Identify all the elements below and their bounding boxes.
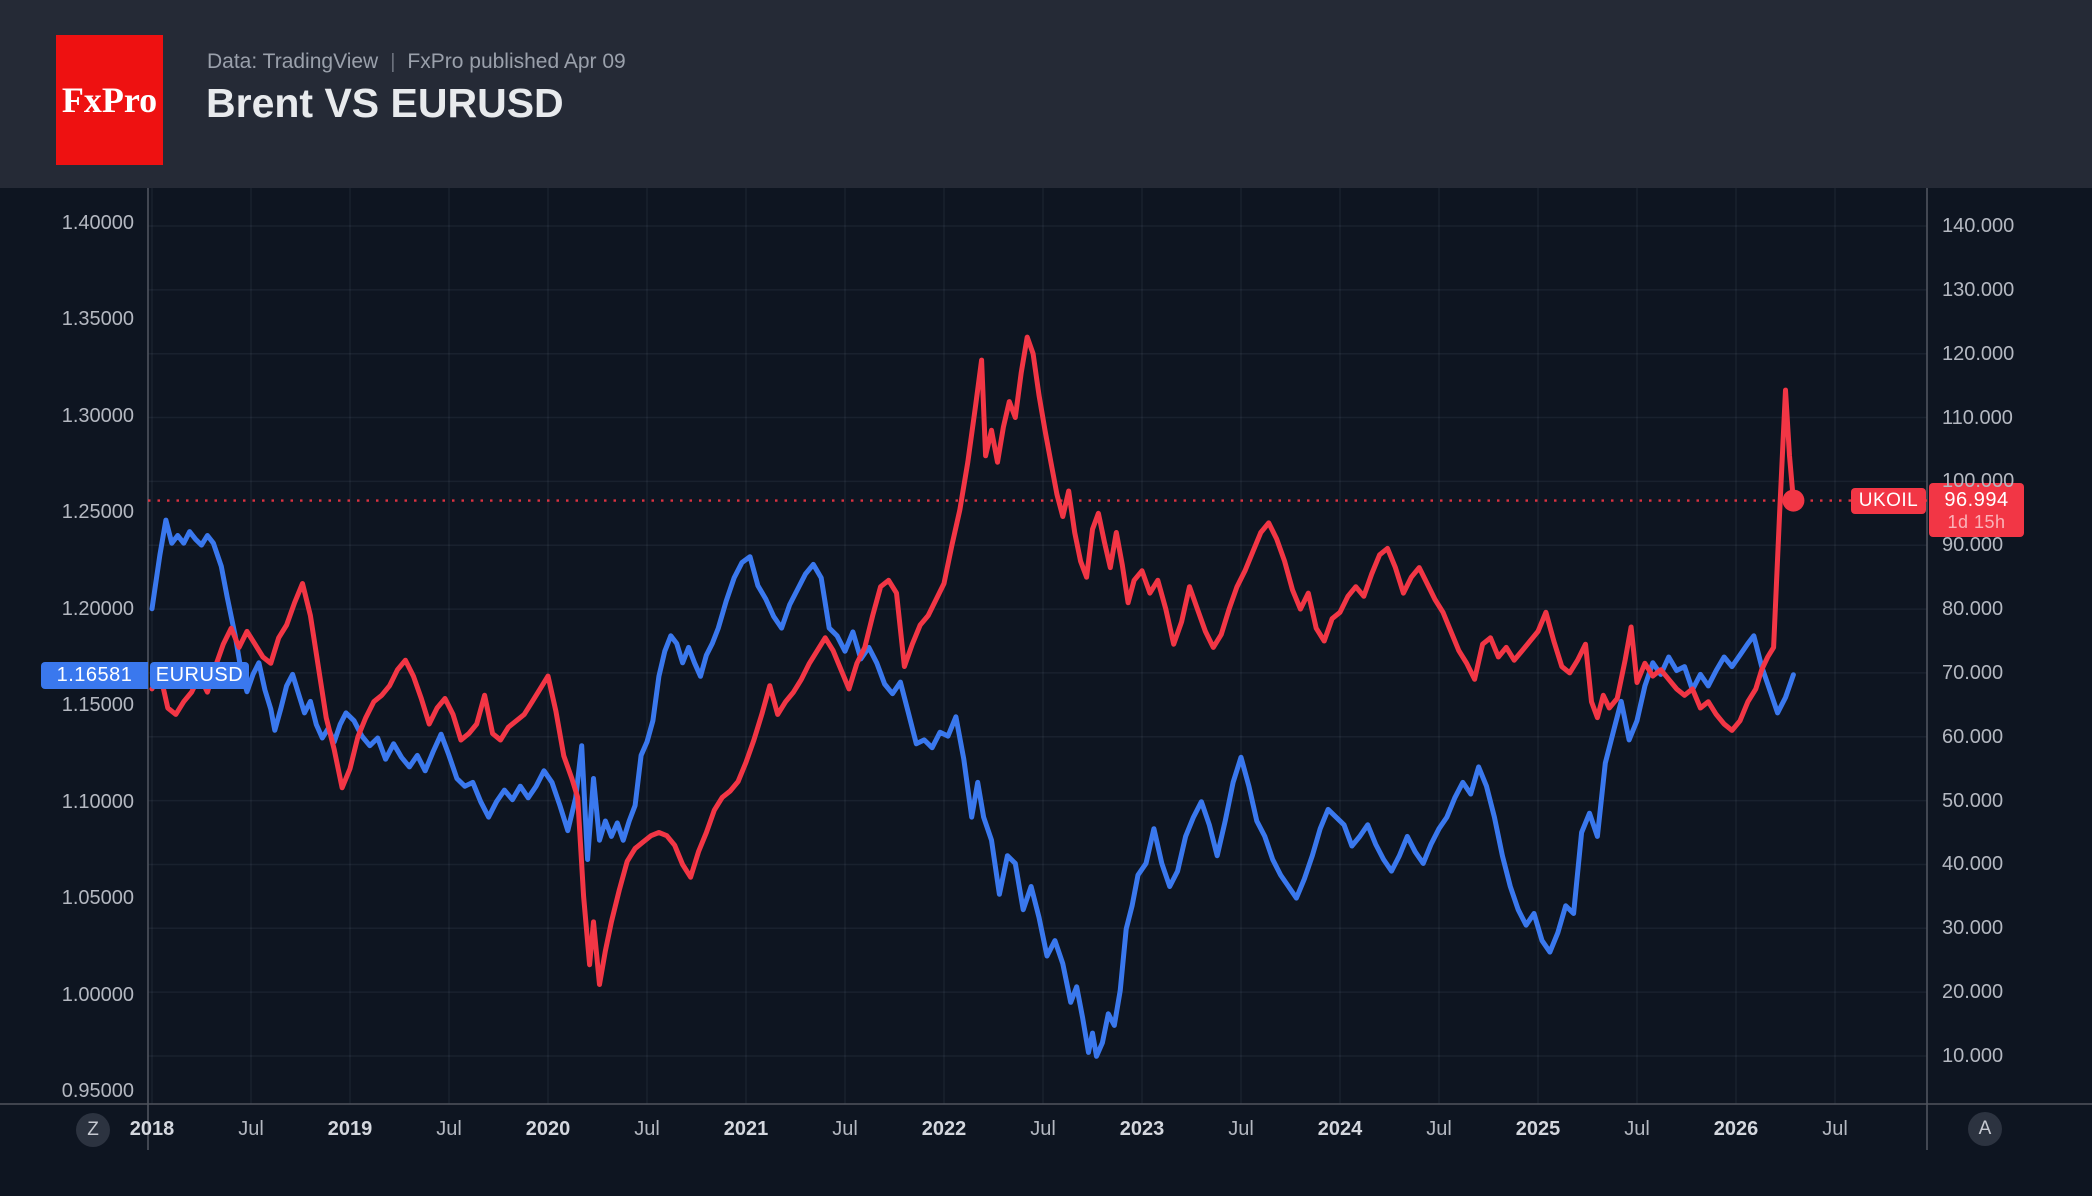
eurusd-series-label: EURUSD (150, 662, 249, 689)
time-axis-tick-label: Jul (1228, 1118, 1254, 1140)
ukoil-current-price-value: 96.994 (1944, 489, 2009, 511)
time-axis-tick-label: 2021 (723, 1118, 769, 1140)
header: FxPro Data: TradingView | FxPro published … (0, 0, 2092, 188)
eurusd-current-price-label: 1.16581 (41, 662, 148, 689)
right-axis-tick-label: 120.000 (1942, 342, 2015, 365)
right-axis-tick-label: 100.000 (1942, 470, 2015, 493)
ukoil-bar-countdown: 1d 15h (1947, 512, 2006, 532)
published-date-text: FxPro published Apr 09 (407, 50, 626, 73)
time-axis-tick-label: Jul (1624, 1118, 1650, 1140)
fxpro-logo-text: FxPro (61, 80, 158, 120)
right-axis-tick-label: 50.000 (1942, 789, 2004, 812)
time-axis-tick-label: Jul (634, 1118, 660, 1140)
left-axis-tick-label: 1.40000 (61, 212, 134, 234)
subtitle-separator: | (390, 51, 396, 73)
time-axis-tick-label: 2024 (1317, 1118, 1363, 1140)
left-axis-tick-label: 1.15000 (61, 694, 134, 717)
ukoil-last-price-marker (1782, 489, 1805, 512)
ukoil-current-price-label: 96.994 1d 15h (1929, 483, 2024, 537)
left-axis-tick-label: 1.10000 (61, 790, 134, 813)
time-axis-tick-label: Jul (1030, 1118, 1056, 1140)
time-axis-tick-label: Jul (1426, 1118, 1452, 1140)
ukoil-series-label: UKOIL (1851, 488, 1926, 514)
left-axis-tick-label: 1.00000 (61, 983, 134, 1006)
left-axis-tick-label: 1.20000 (61, 597, 134, 620)
left-axis-tick-label: 0.95000 (61, 1080, 134, 1102)
time-axis-tick-label: 2025 (1515, 1118, 1561, 1140)
right-axis-tick-label: 90.000 (1942, 534, 2004, 557)
time-axis-tick-label: 2026 (1713, 1118, 1759, 1140)
timezone-button[interactable]: Z (76, 1113, 110, 1147)
time-axis-tick-label: 2022 (921, 1118, 967, 1140)
time-axis-tick-label: 2023 (1119, 1118, 1165, 1140)
right-axis-tick-label: 140.000 (1942, 215, 2015, 237)
left-axis-tick-label: 1.05000 (61, 887, 134, 910)
right-axis-tick-label: 40.000 (1942, 853, 2004, 876)
time-axis-tick-label: Jul (436, 1118, 462, 1140)
auto-scale-button[interactable]: A (1968, 1112, 2002, 1146)
data-source-text: Data: TradingView (207, 50, 379, 73)
right-axis-tick-label: 20.000 (1942, 981, 2004, 1004)
right-axis-tick-label: 130.000 (1942, 278, 2015, 301)
right-axis-tick-label: 60.000 (1942, 725, 2004, 748)
time-axis-tick-label: 2019 (327, 1118, 373, 1140)
right-axis-tick-label: 10.000 (1942, 1044, 2004, 1067)
right-axis-tick-label: 110.000 (1942, 406, 2013, 429)
time-axis-tick-label: Jul (832, 1118, 858, 1140)
eurusd-line-series (149, 517, 1796, 1059)
left-axis-tick-label: 1.25000 (61, 501, 134, 524)
time-axis-tick-label: Jul (238, 1118, 264, 1140)
ukoil-line-series (149, 334, 1796, 987)
time-axis-tick-label: 2020 (525, 1118, 571, 1140)
time-axis-tick-label: Jul (1822, 1118, 1848, 1140)
left-axis-tick-label: 1.30000 (61, 404, 134, 427)
left-axis-tick-label: 1.35000 (61, 308, 134, 331)
time-axis-tick-label: 2018 (129, 1118, 175, 1140)
page-title: Brent VS EURUSD (206, 80, 564, 126)
right-axis-tick-label: 80.000 (1942, 598, 2004, 621)
right-axis-tick-label: 70.000 (1942, 661, 2004, 684)
chart-source-line: Data: TradingView | FxPro published Apr 09 (207, 50, 626, 74)
fxpro-logo: FxPro (56, 35, 163, 165)
right-axis-tick-label: 30.000 (1942, 917, 2004, 940)
